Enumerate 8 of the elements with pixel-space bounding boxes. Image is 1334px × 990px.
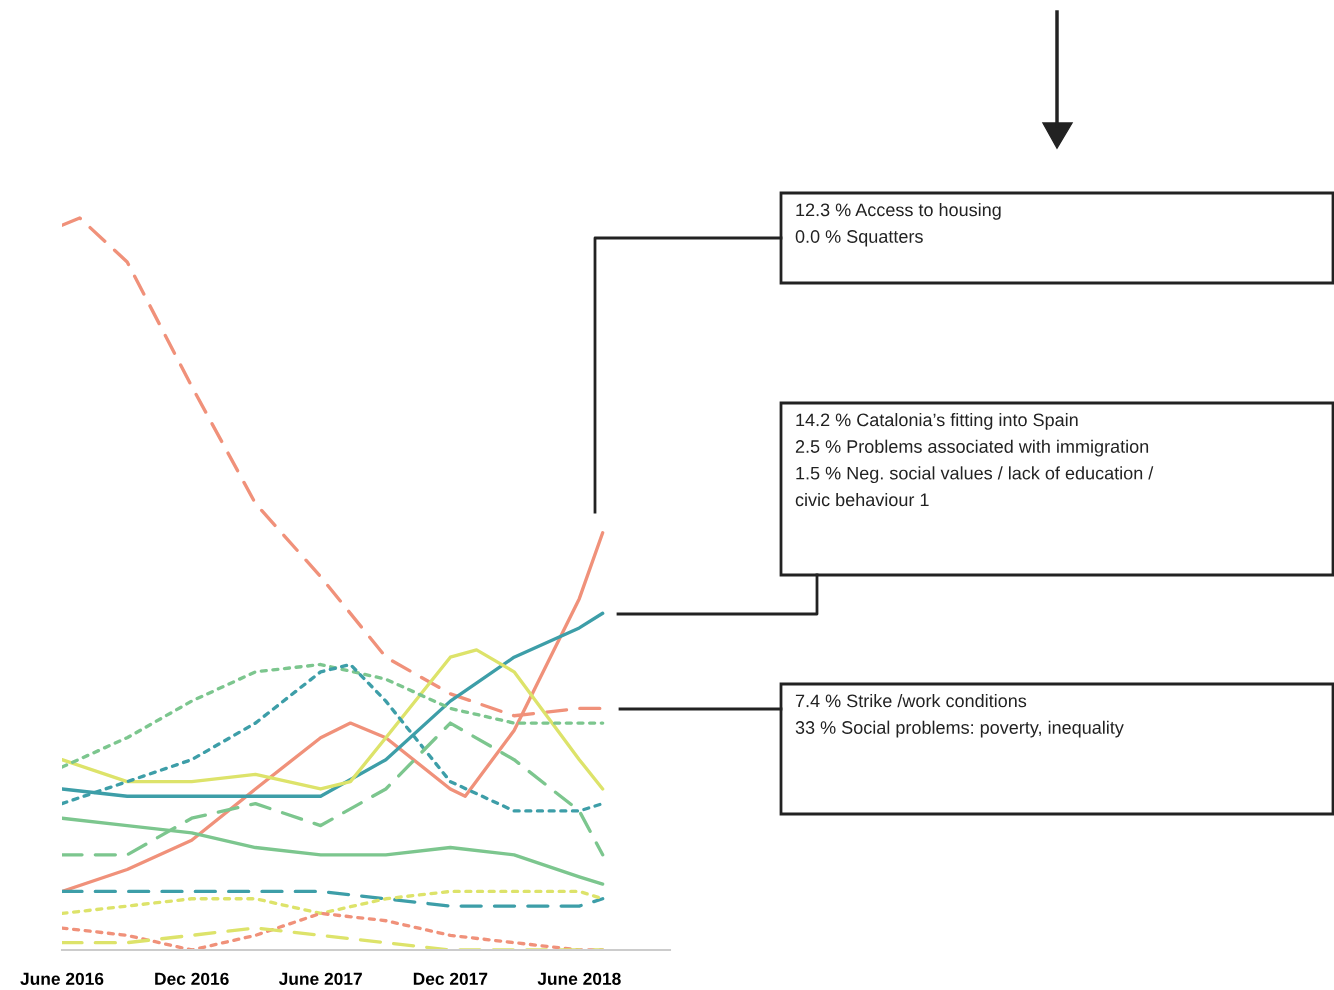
x-tick-label: Dec 2017 — [413, 972, 488, 985]
text: 7.4 % Strike /work conditions 33 % Social problems: poverty, inequality — [795, 694, 1124, 738]
x-tick-label: Dec 2016 — [155, 972, 229, 985]
x-tick-label: June 2018 — [537, 972, 621, 985]
x-tick-label: June 2016 — [20, 972, 104, 985]
text: 12.3 % Access to housing 0.0 % Squatters — [795, 203, 1001, 247]
x-tick-label: June 2017 — [278, 972, 362, 985]
text: 14.2 % Catalonia’s fitting into Spain 2.5 % Problems associated with immigration 1.5 % Neg. social values / lack of education / civic behaviour 1 — [795, 413, 1154, 507]
